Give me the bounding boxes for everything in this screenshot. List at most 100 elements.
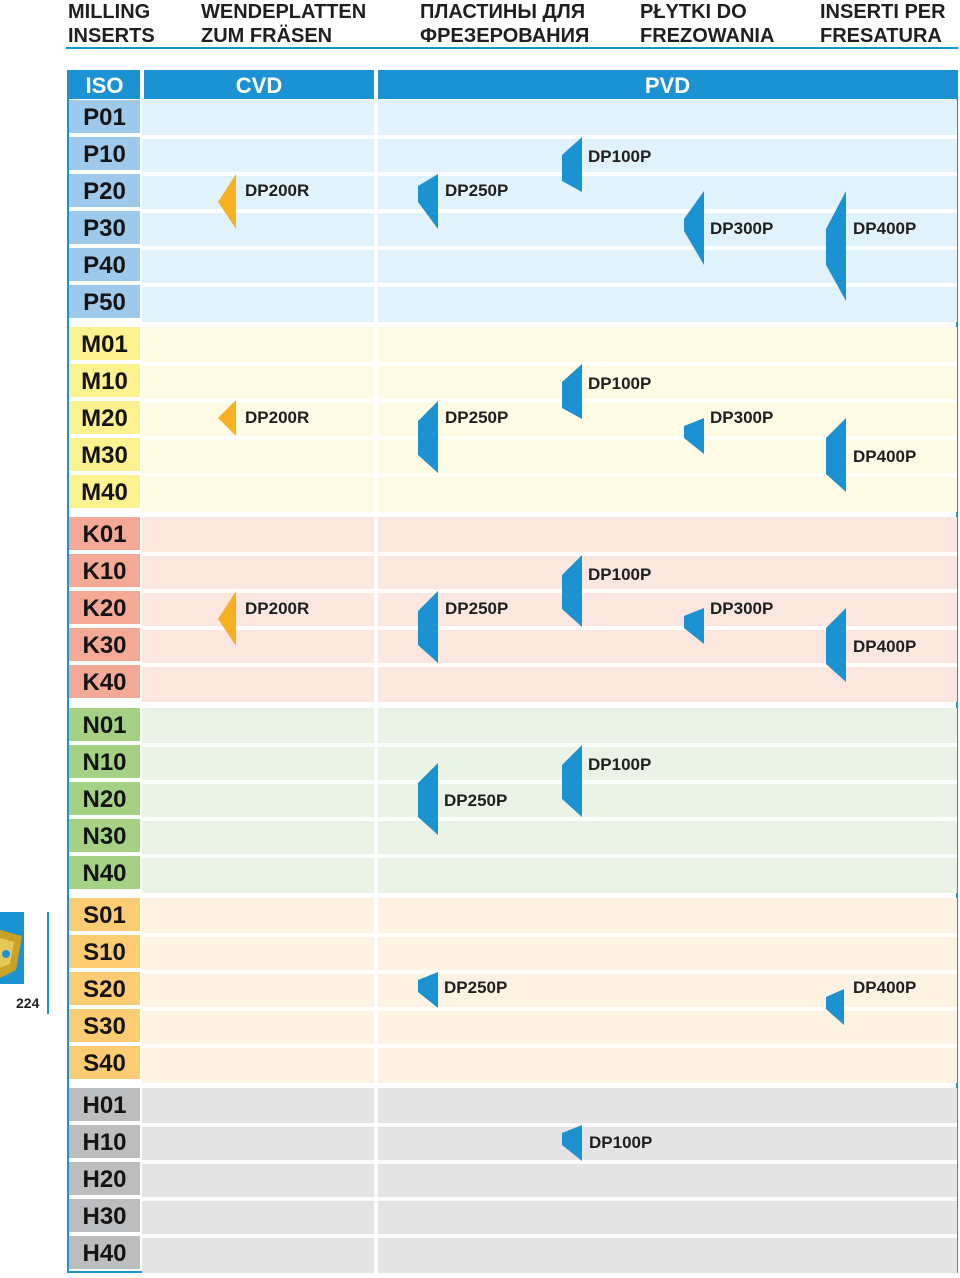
grade-label: DP250P (445, 408, 509, 427)
pvd-grade-marker (418, 591, 438, 663)
grade-label: DP300P (710, 219, 774, 238)
iso-code-cell: M10 (69, 364, 140, 397)
row-divider (142, 135, 957, 139)
pvd-grade-marker (684, 191, 704, 265)
column-divider (374, 708, 378, 893)
pvd-grade-marker (562, 555, 582, 627)
row-divider (142, 283, 957, 287)
page-header: MILLING INSERTS WENDEPLATTEN ZUM FRÄSEN … (0, 0, 960, 52)
row-divider (142, 552, 957, 556)
iso-caption: ISO (69, 70, 140, 99)
header-col-it: INSERTI PER FRESATURA (820, 0, 946, 48)
pvd-grade-marker (418, 763, 438, 835)
grade-label: DP100P (588, 565, 652, 584)
row-divider (142, 933, 957, 937)
iso-code-cell: M30 (69, 438, 140, 471)
iso-code-cell: P20 (69, 174, 140, 207)
header-text: MILLING (68, 1, 151, 23)
grade-label: DP200R (245, 181, 310, 200)
iso-code-cell: M20 (69, 401, 140, 434)
cvd-grade-marker (218, 591, 236, 646)
iso-code-cell: H40 (69, 1236, 140, 1269)
header-text: INSERTS (68, 25, 155, 47)
iso-code-cell: S20 (69, 972, 140, 1005)
grade-label: DP300P (710, 599, 774, 618)
group-band-p (142, 100, 957, 322)
header-col-de: WENDEPLATTEN ZUM FRÄSEN (201, 0, 366, 48)
iso-code-cell: N30 (69, 819, 140, 852)
row-divider (142, 626, 957, 630)
iso-code-cell: P30 (69, 211, 140, 244)
row-divider (142, 1007, 957, 1011)
grade-label: DP250P (445, 181, 509, 200)
row-divider (142, 1044, 957, 1048)
cvd-grade-marker (218, 400, 236, 436)
grade-label: DP400P (853, 219, 917, 238)
row-divider (142, 399, 957, 403)
pvd-grade-marker (562, 1125, 582, 1161)
header-rule (66, 47, 958, 49)
row-divider (142, 589, 957, 593)
row-divider (142, 172, 957, 176)
iso-code-cell: S30 (69, 1009, 140, 1042)
pvd-grade-marker (418, 972, 438, 1008)
pvd-grade-marker (684, 418, 704, 454)
grade-label: DP100P (588, 147, 652, 166)
iso-code-cell: H10 (69, 1125, 140, 1158)
group-band-m (142, 327, 957, 512)
grade-label: DP100P (589, 1133, 653, 1152)
side-divider (47, 912, 49, 1014)
pvd-grade-marker (562, 364, 582, 419)
pvd-grade-marker (562, 137, 582, 192)
row-divider (142, 854, 957, 858)
group-band-n (142, 708, 957, 893)
column-divider (374, 898, 378, 1083)
row-divider (142, 780, 957, 784)
header-col-en: MILLING INSERTS (68, 0, 155, 48)
header-col-ru: ПЛАСТИНЫ ДЛЯ ФРЕЗЕРОВАНИЯ (420, 0, 589, 48)
group-band-k (142, 517, 957, 702)
iso-code-cell: N20 (69, 782, 140, 815)
grade-label: DP200R (245, 599, 310, 618)
page-number: 224 (16, 995, 40, 1011)
iso-code-cell: H30 (69, 1199, 140, 1232)
cvd-caption: CVD (144, 70, 374, 99)
header-text: ZUM FRÄSEN (201, 25, 333, 47)
grade-label: DP100P (588, 374, 652, 393)
row-divider (142, 362, 957, 366)
cvd-grade-marker (218, 174, 236, 229)
column-divider (374, 327, 378, 512)
iso-code-cell: S01 (69, 898, 140, 931)
section-tab (0, 912, 24, 984)
row-divider (142, 1234, 957, 1238)
row-divider (142, 1160, 957, 1164)
iso-code-cell: P40 (69, 248, 140, 281)
iso-code-cell: S40 (69, 1046, 140, 1079)
grade-label: DP300P (710, 408, 774, 427)
row-divider (142, 209, 957, 213)
group-band-s (142, 898, 957, 1083)
pvd-grade-marker (826, 418, 846, 492)
iso-code-cell: H01 (69, 1088, 140, 1121)
row-divider (142, 473, 957, 477)
header-text: WENDEPLATTEN (201, 1, 367, 23)
iso-code-cell: N01 (69, 708, 140, 741)
table-frame-right (956, 70, 958, 1273)
row-divider (142, 663, 957, 667)
grade-label: DP100P (588, 755, 652, 774)
header-text: ФРЕЗЕРОВАНИЯ (420, 25, 590, 47)
row-divider (142, 970, 957, 974)
header-text: FREZOWANIA (640, 25, 775, 47)
iso-code-cell: K01 (69, 517, 140, 550)
pvd-grade-marker (826, 191, 846, 301)
row-divider (142, 743, 957, 747)
row-divider (142, 1197, 957, 1201)
pvd-grade-marker (684, 608, 704, 644)
iso-code-cell: P50 (69, 285, 140, 318)
iso-code-cell: N40 (69, 856, 140, 889)
header-col-pl: PŁYTKI DO FREZOWANIA (640, 0, 774, 48)
header-text: ПЛАСТИНЫ ДЛЯ (420, 1, 586, 23)
header-text: INSERTI PER (820, 1, 946, 23)
grade-label: DP200R (245, 408, 310, 427)
pvd-grade-marker (562, 745, 582, 817)
